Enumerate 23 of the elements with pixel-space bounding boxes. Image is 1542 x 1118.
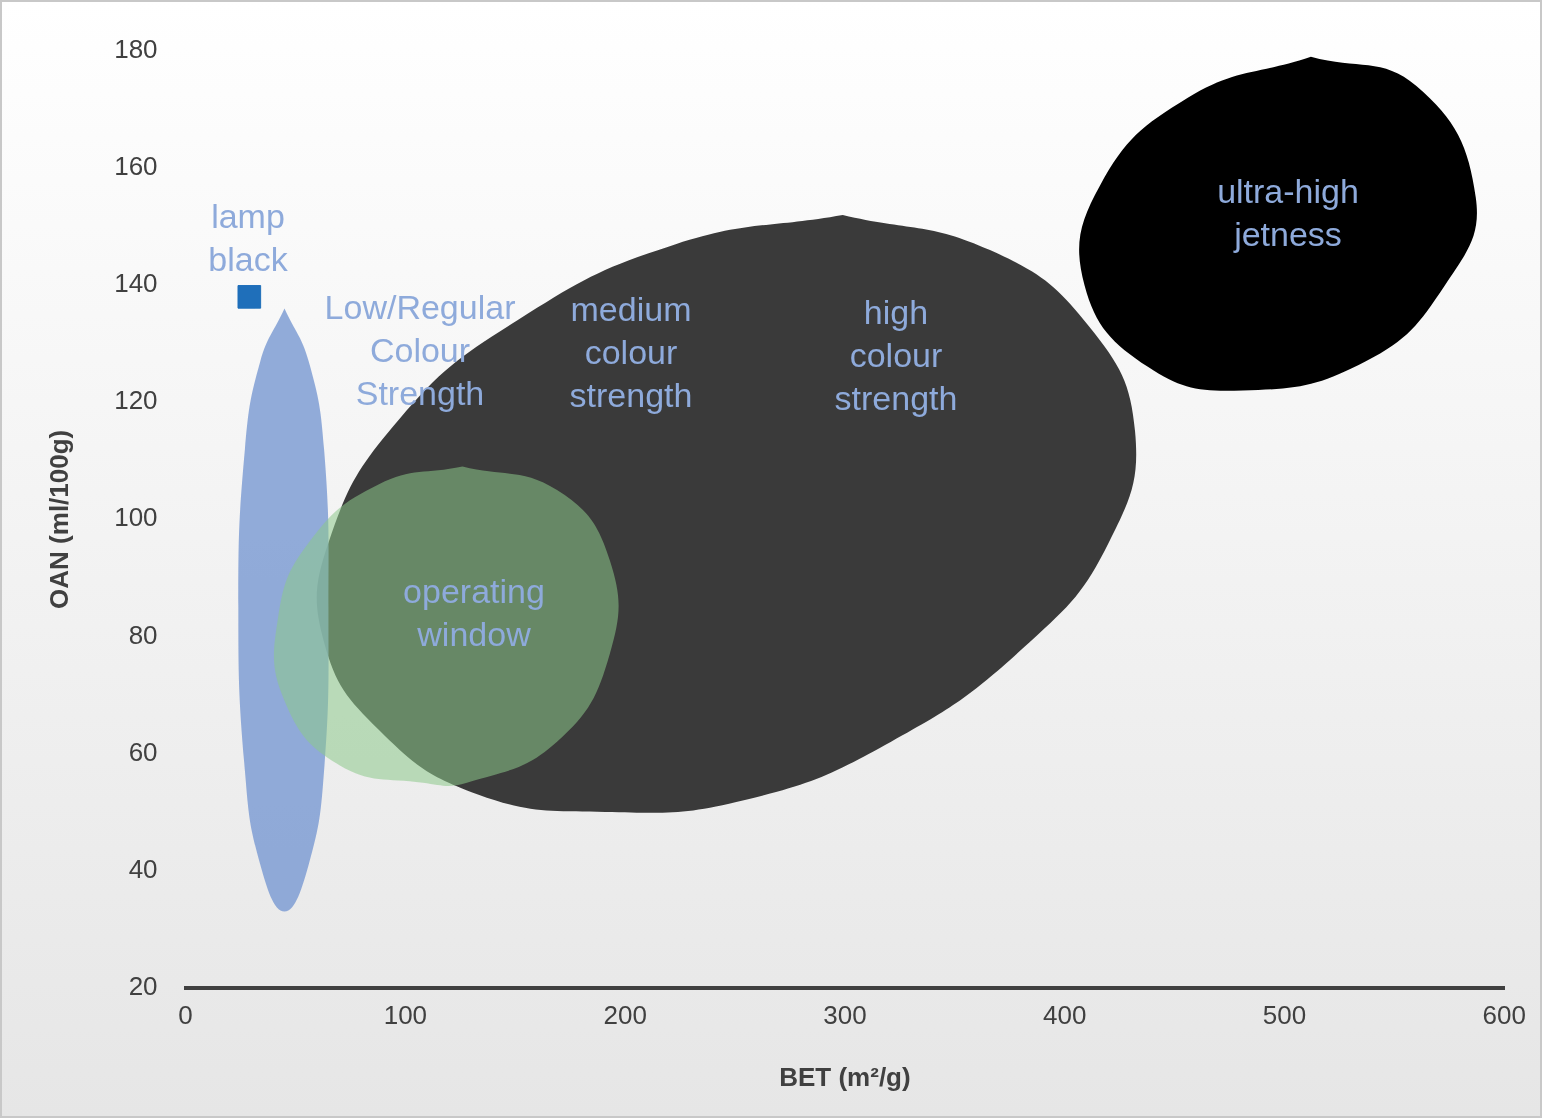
x-tick-label: 400 (1043, 1000, 1087, 1031)
x-tick-label: 0 (178, 1000, 193, 1031)
y-tick-label: 80 (128, 619, 158, 650)
y-tick-label: 120 (114, 385, 158, 416)
annotation: medium colour strength (569, 290, 693, 415)
x-tick-label: 300 (823, 1000, 867, 1031)
y-axis-title: OAN (ml/100g) (43, 429, 74, 609)
x-tick-label: 100 (383, 1000, 428, 1031)
y-tick-label: 140 (114, 268, 158, 299)
y-tick-label: 100 (114, 502, 158, 533)
annotation: operating window (403, 571, 545, 653)
x-tick-label: 200 (603, 1000, 647, 1031)
y-tick-label: 60 (128, 736, 158, 767)
y-tick-label: 20 (128, 970, 158, 1001)
x-tick-label: 600 (1482, 1000, 1527, 1031)
x-tick-label: 500 (1262, 1000, 1307, 1031)
y-tick-label: 160 (114, 151, 158, 182)
y-tick-label: 40 (128, 853, 158, 884)
y-tick-label: 180 (114, 34, 158, 65)
annotation: lamp black (208, 196, 289, 278)
annotation: high colour strength (834, 293, 958, 418)
x-axis-title: BET (m²/g) (779, 1061, 911, 1092)
annotation: ultra-high jetness (1217, 171, 1359, 253)
